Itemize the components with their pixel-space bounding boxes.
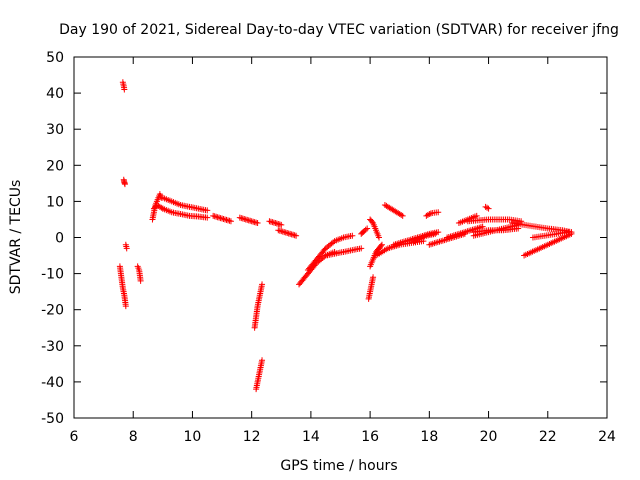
data-point-marker [375, 234, 382, 241]
x-tick-label: 22 [539, 429, 557, 445]
y-tick-label: -20 [41, 303, 64, 319]
y-tick-label: 10 [46, 194, 64, 210]
data-point-marker [432, 230, 439, 237]
data-point-marker [370, 274, 377, 281]
x-tick-label: 8 [129, 429, 138, 445]
data-point-marker [518, 218, 525, 225]
x-tick-label: 18 [420, 429, 438, 445]
y-tick-label: -40 [41, 375, 64, 391]
data-point-marker [398, 211, 405, 218]
data-point-marker [427, 210, 434, 217]
data-point-marker [473, 212, 480, 219]
data-point-marker [293, 232, 300, 239]
data-point-marker [204, 207, 211, 214]
y-tick-label: 20 [46, 158, 64, 174]
x-tick-label: 16 [361, 429, 379, 445]
x-tick-label: 24 [598, 429, 616, 445]
data-point-marker [485, 205, 492, 212]
y-tick-label: -10 [41, 267, 64, 283]
data-point-marker [484, 204, 491, 211]
data-point-marker [122, 303, 129, 310]
chart-title: Day 190 of 2021, Sidereal Day-to-day VTE… [59, 22, 619, 38]
data-point-marker [378, 241, 385, 248]
data-point-marker [137, 277, 144, 284]
data-point-marker [358, 245, 365, 252]
data-point-marker [362, 226, 369, 233]
tick-group: 6 8 10 12 14 16 18 20 22 24 -50 -40 -30 -20 -10 0 10 20 30… [41, 50, 616, 445]
data-point-marker [158, 204, 165, 211]
data-point-marker [364, 225, 371, 232]
x-tick-label: 14 [302, 429, 320, 445]
data-point-marker [259, 281, 266, 288]
data-point-marker [424, 211, 431, 218]
y-tick-label: 30 [46, 122, 64, 138]
data-point-marker [435, 209, 442, 216]
x-tick-label: 10 [184, 429, 202, 445]
plot-frame [73, 56, 608, 419]
x-tick-label: 12 [243, 429, 261, 445]
data-point-marker [369, 218, 376, 225]
y-tick-label: 50 [46, 50, 64, 66]
x-tick-label: 20 [480, 429, 498, 445]
data-point-marker [121, 181, 128, 188]
data-point-marker [254, 220, 261, 227]
data-point-marker [321, 253, 328, 260]
data-point-marker [321, 246, 328, 253]
y-tick-label: 0 [55, 231, 64, 247]
data-points [116, 79, 575, 393]
data-point-marker [330, 239, 337, 246]
y-tick-label: -30 [41, 339, 64, 355]
y-axis-label: SDTVAR / TECUs [8, 180, 24, 295]
x-tick-label: 6 [70, 429, 79, 445]
data-point-marker [377, 242, 384, 249]
data-point-marker [278, 221, 285, 228]
x-axis-label: GPS time / hours [280, 458, 397, 474]
data-point-marker [227, 218, 234, 225]
data-point-marker [121, 86, 128, 93]
data-point-marker [426, 211, 433, 218]
data-point-marker [361, 228, 368, 235]
data-point-marker [204, 214, 211, 221]
data-point-marker [399, 212, 406, 219]
y-tick-label: -50 [41, 411, 64, 427]
data-point-marker [565, 229, 572, 236]
data-point-marker [123, 245, 130, 252]
data-point-marker [259, 357, 266, 364]
y-tick-label: 40 [46, 86, 64, 102]
data-point-marker [349, 232, 356, 239]
